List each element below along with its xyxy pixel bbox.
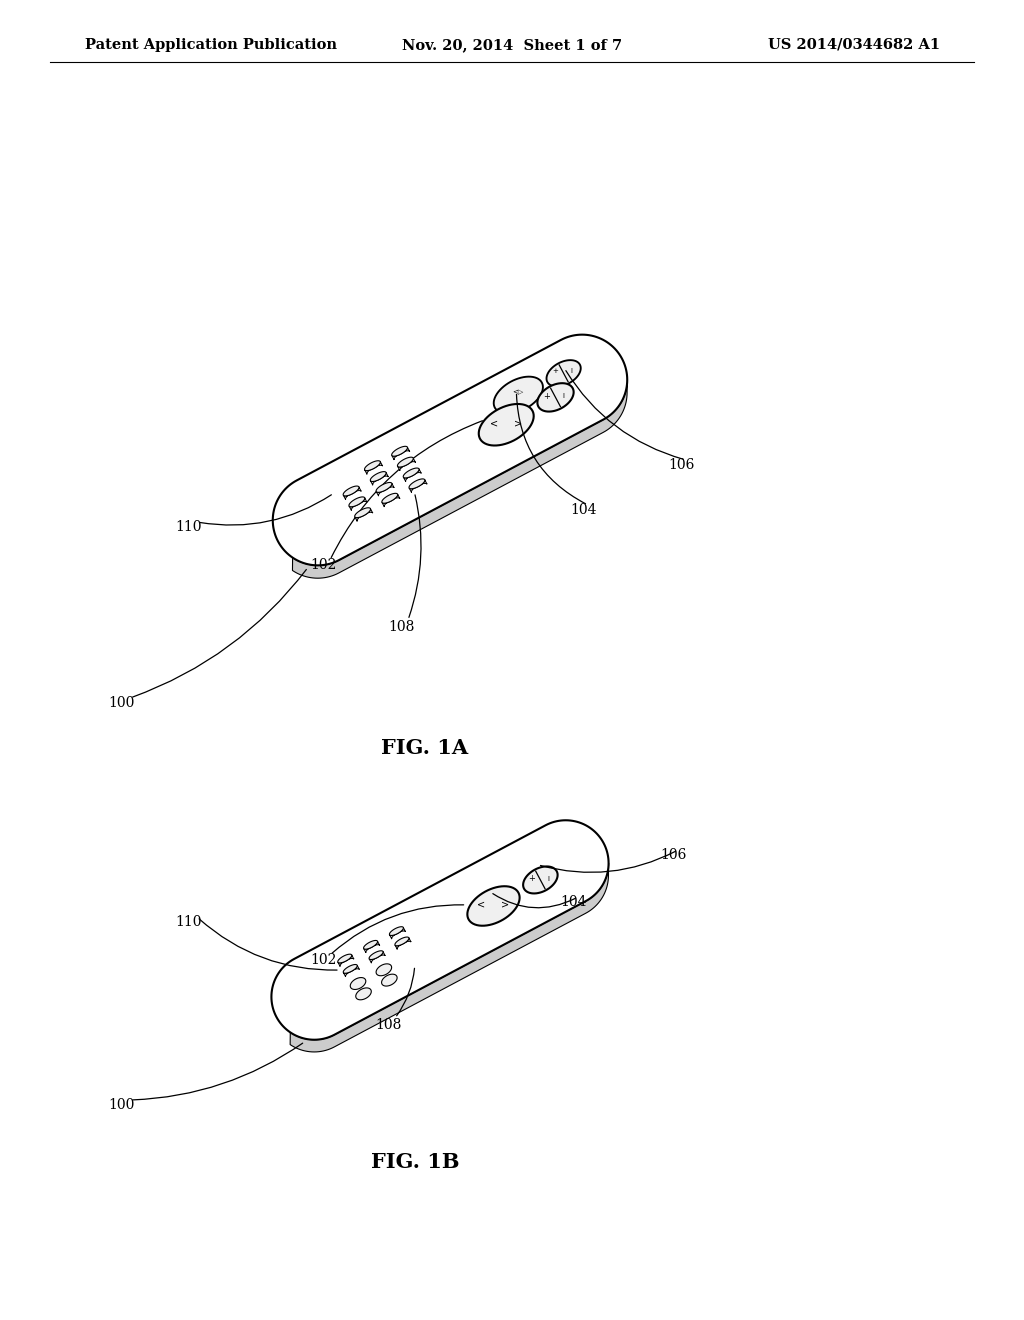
Polygon shape [403,469,421,482]
Polygon shape [343,487,361,500]
Polygon shape [293,380,628,578]
Text: I: I [570,368,572,375]
Polygon shape [355,508,373,521]
Polygon shape [403,469,419,478]
Text: 106: 106 [660,847,686,862]
Polygon shape [376,483,394,496]
Polygon shape [369,950,383,960]
Polygon shape [354,508,371,517]
Polygon shape [410,479,427,492]
Polygon shape [349,496,365,507]
Polygon shape [467,886,519,925]
Polygon shape [395,937,411,949]
Polygon shape [395,937,409,946]
Text: 108: 108 [388,620,415,634]
Polygon shape [392,447,410,459]
Polygon shape [547,360,581,387]
Text: +: + [528,874,535,883]
Polygon shape [338,954,354,966]
Text: +: + [553,368,558,375]
Polygon shape [392,446,408,457]
Polygon shape [343,965,359,977]
Polygon shape [371,473,388,486]
Text: FIG. 1A: FIG. 1A [381,738,469,758]
Polygon shape [365,462,383,474]
Polygon shape [371,471,386,482]
Text: Patent Application Publication: Patent Application Publication [85,38,337,51]
Text: 100: 100 [108,696,134,710]
Text: 102: 102 [310,558,336,572]
Text: <: < [477,900,485,909]
Polygon shape [479,404,534,446]
Polygon shape [343,486,359,496]
Polygon shape [290,863,608,1052]
Text: 110: 110 [175,915,202,929]
Polygon shape [382,494,397,503]
Polygon shape [364,940,378,949]
Polygon shape [397,458,416,471]
Polygon shape [389,927,403,936]
Text: US 2014/0344682 A1: US 2014/0344682 A1 [768,38,940,51]
Polygon shape [364,941,380,953]
Polygon shape [382,494,400,507]
Text: FIG. 1B: FIG. 1B [371,1152,459,1172]
Polygon shape [523,866,558,894]
Text: 104: 104 [560,895,587,909]
Polygon shape [355,987,372,999]
Text: 102: 102 [310,953,336,968]
Text: +: + [543,392,550,401]
Polygon shape [376,483,392,492]
Polygon shape [338,954,352,962]
Polygon shape [389,928,406,939]
Polygon shape [376,964,391,975]
Text: 110: 110 [175,520,202,535]
Text: I: I [548,876,549,882]
Polygon shape [538,383,573,412]
Text: >: > [502,900,510,909]
Text: <: < [490,418,499,429]
Text: Nov. 20, 2014  Sheet 1 of 7: Nov. 20, 2014 Sheet 1 of 7 [402,38,622,51]
Polygon shape [382,974,397,986]
Text: 104: 104 [570,503,597,517]
Polygon shape [409,479,425,488]
Text: 108: 108 [375,1018,401,1032]
Polygon shape [271,820,608,1040]
Polygon shape [350,978,366,990]
Polygon shape [365,461,380,471]
Polygon shape [349,498,367,511]
Text: <▷: <▷ [513,389,524,395]
Text: I: I [562,393,564,400]
Polygon shape [272,335,628,565]
Polygon shape [343,965,357,973]
Text: 106: 106 [668,458,694,473]
Polygon shape [370,952,385,964]
Polygon shape [494,376,543,413]
Text: >: > [514,418,522,429]
Polygon shape [397,457,414,467]
Text: 100: 100 [108,1098,134,1111]
